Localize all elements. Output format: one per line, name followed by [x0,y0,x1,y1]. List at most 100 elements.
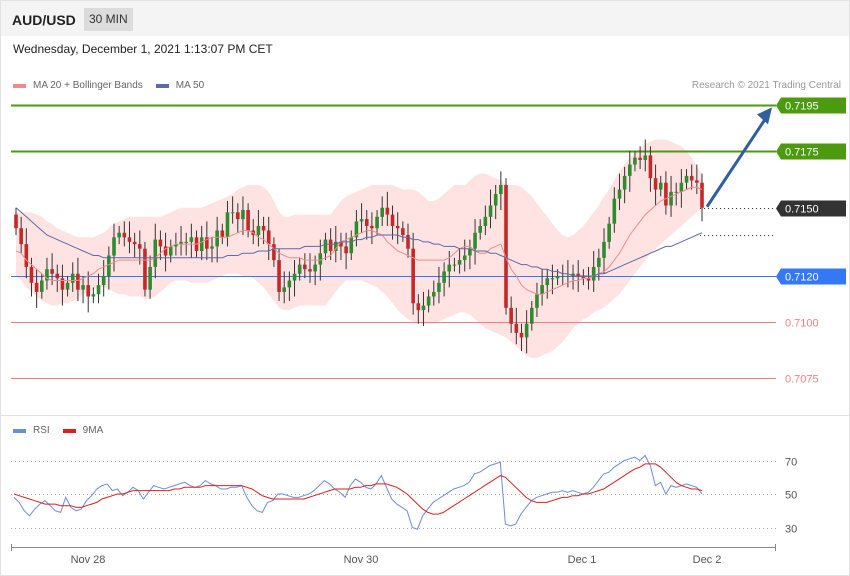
rsi-legend-swatch [13,428,26,433]
symbol-title: AUD/USD [12,12,76,28]
x-axis-label-2: Dec 1 [568,554,597,566]
rsi-legend-label: RSI [33,425,50,436]
candle-body [137,244,142,249]
candle-body [318,253,323,265]
candle-body [566,276,570,277]
candle-body [359,219,364,222]
ma50-legend-swatch [155,83,169,88]
candle-body [395,225,400,229]
rsi-ma-legend-swatch [62,428,76,433]
candle-body [101,276,106,286]
candle-body [39,280,44,292]
candle-body [158,239,163,247]
forecast-arrow-shaft [705,115,769,208]
candle-body [76,273,80,290]
bollinger-band-area [16,139,702,358]
level-label-box-0.7195 [776,97,846,114]
candle-body [313,264,317,272]
candle-body [50,269,54,274]
candle-body [529,307,534,324]
candle-body [34,282,39,292]
candle-body [437,282,441,292]
timeframe-badge[interactable]: 30 MIN [84,8,133,31]
candle-body [679,182,684,192]
candle-body [122,232,127,238]
candle-body [643,155,648,160]
x-axis-label-1: Nov 30 [344,554,379,566]
candle-body [256,225,261,236]
candle-body [272,244,276,261]
candle-body [586,278,591,281]
candle-body [24,244,29,267]
candle-body [246,210,250,231]
candle-body [468,248,472,256]
rsi-tick-label-70: 70 [785,457,797,469]
rsi-line [13,454,703,530]
candle-body [560,276,565,277]
candle-body [555,276,560,279]
candle-body [112,237,116,256]
candle-body [514,323,519,333]
candle-body [132,241,137,245]
candle-body [581,276,586,279]
candle-body [401,228,405,236]
x-axis-label-3: Dec 2 [693,554,722,566]
candle-body [127,237,132,242]
candle-body [235,212,240,220]
candle-body [70,273,75,283]
candle-body [210,246,214,249]
level-label-box-0.7175 [776,143,846,160]
candle-body [653,178,658,190]
candle-body [478,225,483,233]
candle-body [230,212,235,214]
candle-body [431,291,436,297]
ma50-line [15,207,703,277]
candle-body [14,214,18,229]
candle-body [364,219,369,226]
candle-body [462,255,467,261]
candle-body [277,260,281,292]
candle-body [602,241,606,258]
candle-body [261,225,266,231]
candle-body [143,248,147,290]
bb-legend-swatch [13,83,26,88]
candle-body [328,239,333,251]
candle-body [19,228,23,245]
candle-body [695,180,699,183]
candle-body [612,198,617,224]
forecast-arrow-head [757,107,772,125]
candle-body [411,248,415,304]
candle-body [442,271,446,283]
candle-body [282,287,287,292]
candle-body [617,189,622,199]
candle-body [385,207,390,215]
candle-body [205,237,209,249]
candle-body [700,182,704,208]
candle-body [607,223,611,242]
rsi-tick-label-30: 30 [785,524,797,536]
main-legend: MA 20 + Bollinger Bands MA 50 [13,80,204,91]
candle-body [375,216,379,229]
candle-body [473,232,477,249]
pane-separator [1,415,849,416]
level-label-0.7175: 0.7175 [785,147,819,159]
candle-body [225,212,230,238]
candle-body [664,182,668,206]
candle-body [91,294,96,297]
candle-body [540,285,544,295]
candle-body [499,185,503,195]
credit-text: Research © 2021 Trading Central [691,80,841,91]
candle-body [45,269,49,281]
level-label-box-0.7120 [776,268,846,285]
candle-body [519,332,524,338]
candle-body [339,241,343,247]
candle-body [658,182,663,190]
candle-body [591,266,596,281]
level-label-0.7150: 0.7150 [785,204,819,216]
candle-body [266,230,271,245]
candle-body [354,221,359,238]
top-bar: AUD/USD 30 MIN [1,1,849,36]
candle-body [370,225,374,229]
candle-body [504,185,508,308]
